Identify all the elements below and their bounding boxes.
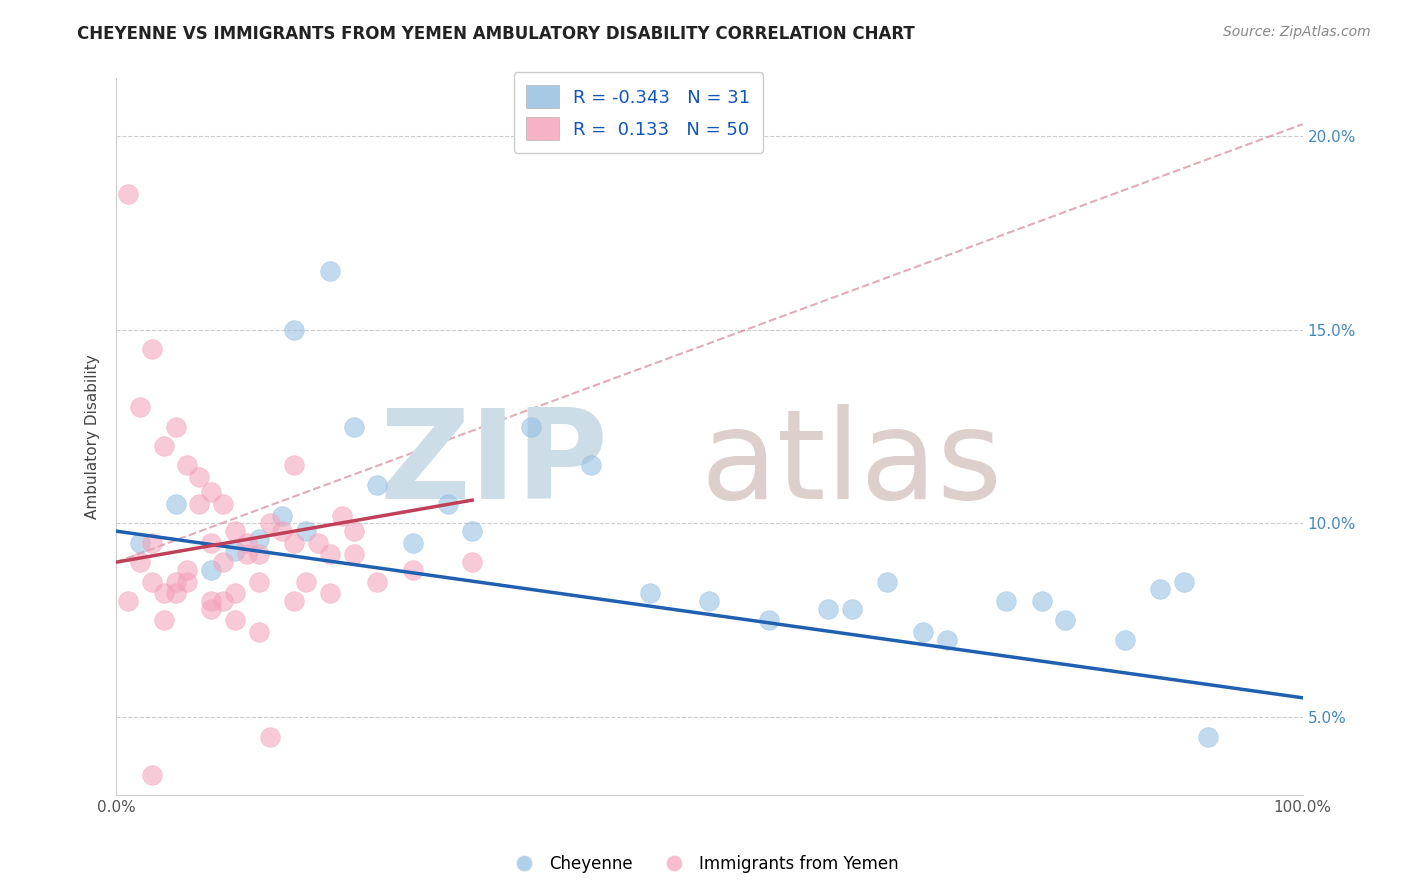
Legend: Cheyenne, Immigrants from Yemen: Cheyenne, Immigrants from Yemen: [501, 848, 905, 880]
Point: [212, 555, 235, 569]
Point: [1031, 594, 1053, 608]
Text: atlas: atlas: [700, 404, 1002, 525]
Point: [200, 601, 222, 615]
Point: [402, 535, 425, 549]
Point: [1197, 730, 1219, 744]
Point: [271, 508, 294, 523]
Point: [152, 439, 174, 453]
Point: [935, 632, 957, 647]
Point: [176, 574, 198, 589]
Point: [295, 524, 318, 538]
Point: [271, 524, 294, 538]
Y-axis label: Ambulatory Disability: Ambulatory Disability: [86, 354, 100, 518]
Point: [129, 555, 152, 569]
Point: [1149, 582, 1171, 597]
Point: [366, 574, 388, 589]
Point: [283, 458, 305, 473]
Point: [176, 563, 198, 577]
Point: [841, 601, 863, 615]
Point: [259, 516, 281, 531]
Point: [402, 563, 425, 577]
Point: [176, 458, 198, 473]
Text: ZIP: ZIP: [380, 404, 609, 525]
Point: [141, 342, 163, 356]
Point: [283, 323, 305, 337]
Legend: R = -0.343   N = 31, R =  0.133   N = 50: R = -0.343 N = 31, R = 0.133 N = 50: [513, 72, 763, 153]
Point: [224, 613, 246, 627]
Point: [319, 586, 342, 600]
Point: [638, 586, 661, 600]
Point: [247, 548, 270, 562]
Text: CHEYENNE VS IMMIGRANTS FROM YEMEN AMBULATORY DISABILITY CORRELATION CHART: CHEYENNE VS IMMIGRANTS FROM YEMEN AMBULA…: [77, 25, 915, 43]
Point: [342, 548, 364, 562]
Point: [437, 497, 460, 511]
Point: [247, 532, 270, 546]
Point: [117, 594, 139, 608]
Point: [461, 524, 484, 538]
Point: [152, 613, 174, 627]
Point: [188, 470, 211, 484]
Point: [247, 574, 270, 589]
Point: [200, 563, 222, 577]
Point: [876, 574, 898, 589]
Point: [342, 419, 364, 434]
Point: [1114, 632, 1136, 647]
Point: [817, 601, 839, 615]
Point: [165, 574, 187, 589]
Point: [758, 613, 780, 627]
Point: [1054, 613, 1077, 627]
Point: [129, 400, 152, 414]
Point: [152, 586, 174, 600]
Point: [224, 543, 246, 558]
Point: [259, 730, 281, 744]
Point: [188, 497, 211, 511]
Point: [1173, 574, 1195, 589]
Point: [141, 574, 163, 589]
Point: [141, 768, 163, 782]
Point: [995, 594, 1018, 608]
Point: [200, 535, 222, 549]
Point: [165, 497, 187, 511]
Point: [366, 477, 388, 491]
Point: [461, 555, 484, 569]
Point: [520, 419, 543, 434]
Point: [307, 535, 329, 549]
Point: [212, 497, 235, 511]
Point: [342, 524, 364, 538]
Point: [117, 186, 139, 201]
Point: [330, 508, 353, 523]
Point: [283, 535, 305, 549]
Point: [911, 624, 934, 639]
Point: [165, 586, 187, 600]
Point: [319, 548, 342, 562]
Point: [236, 535, 259, 549]
Point: [165, 419, 187, 434]
Point: [236, 548, 259, 562]
Point: [247, 624, 270, 639]
Point: [319, 264, 342, 278]
Point: [200, 485, 222, 500]
Point: [129, 535, 152, 549]
Point: [283, 594, 305, 608]
Text: Source: ZipAtlas.com: Source: ZipAtlas.com: [1223, 25, 1371, 39]
Point: [224, 524, 246, 538]
Point: [212, 594, 235, 608]
Point: [579, 458, 602, 473]
Point: [200, 594, 222, 608]
Point: [699, 594, 721, 608]
Point: [224, 586, 246, 600]
Point: [295, 574, 318, 589]
Point: [141, 535, 163, 549]
